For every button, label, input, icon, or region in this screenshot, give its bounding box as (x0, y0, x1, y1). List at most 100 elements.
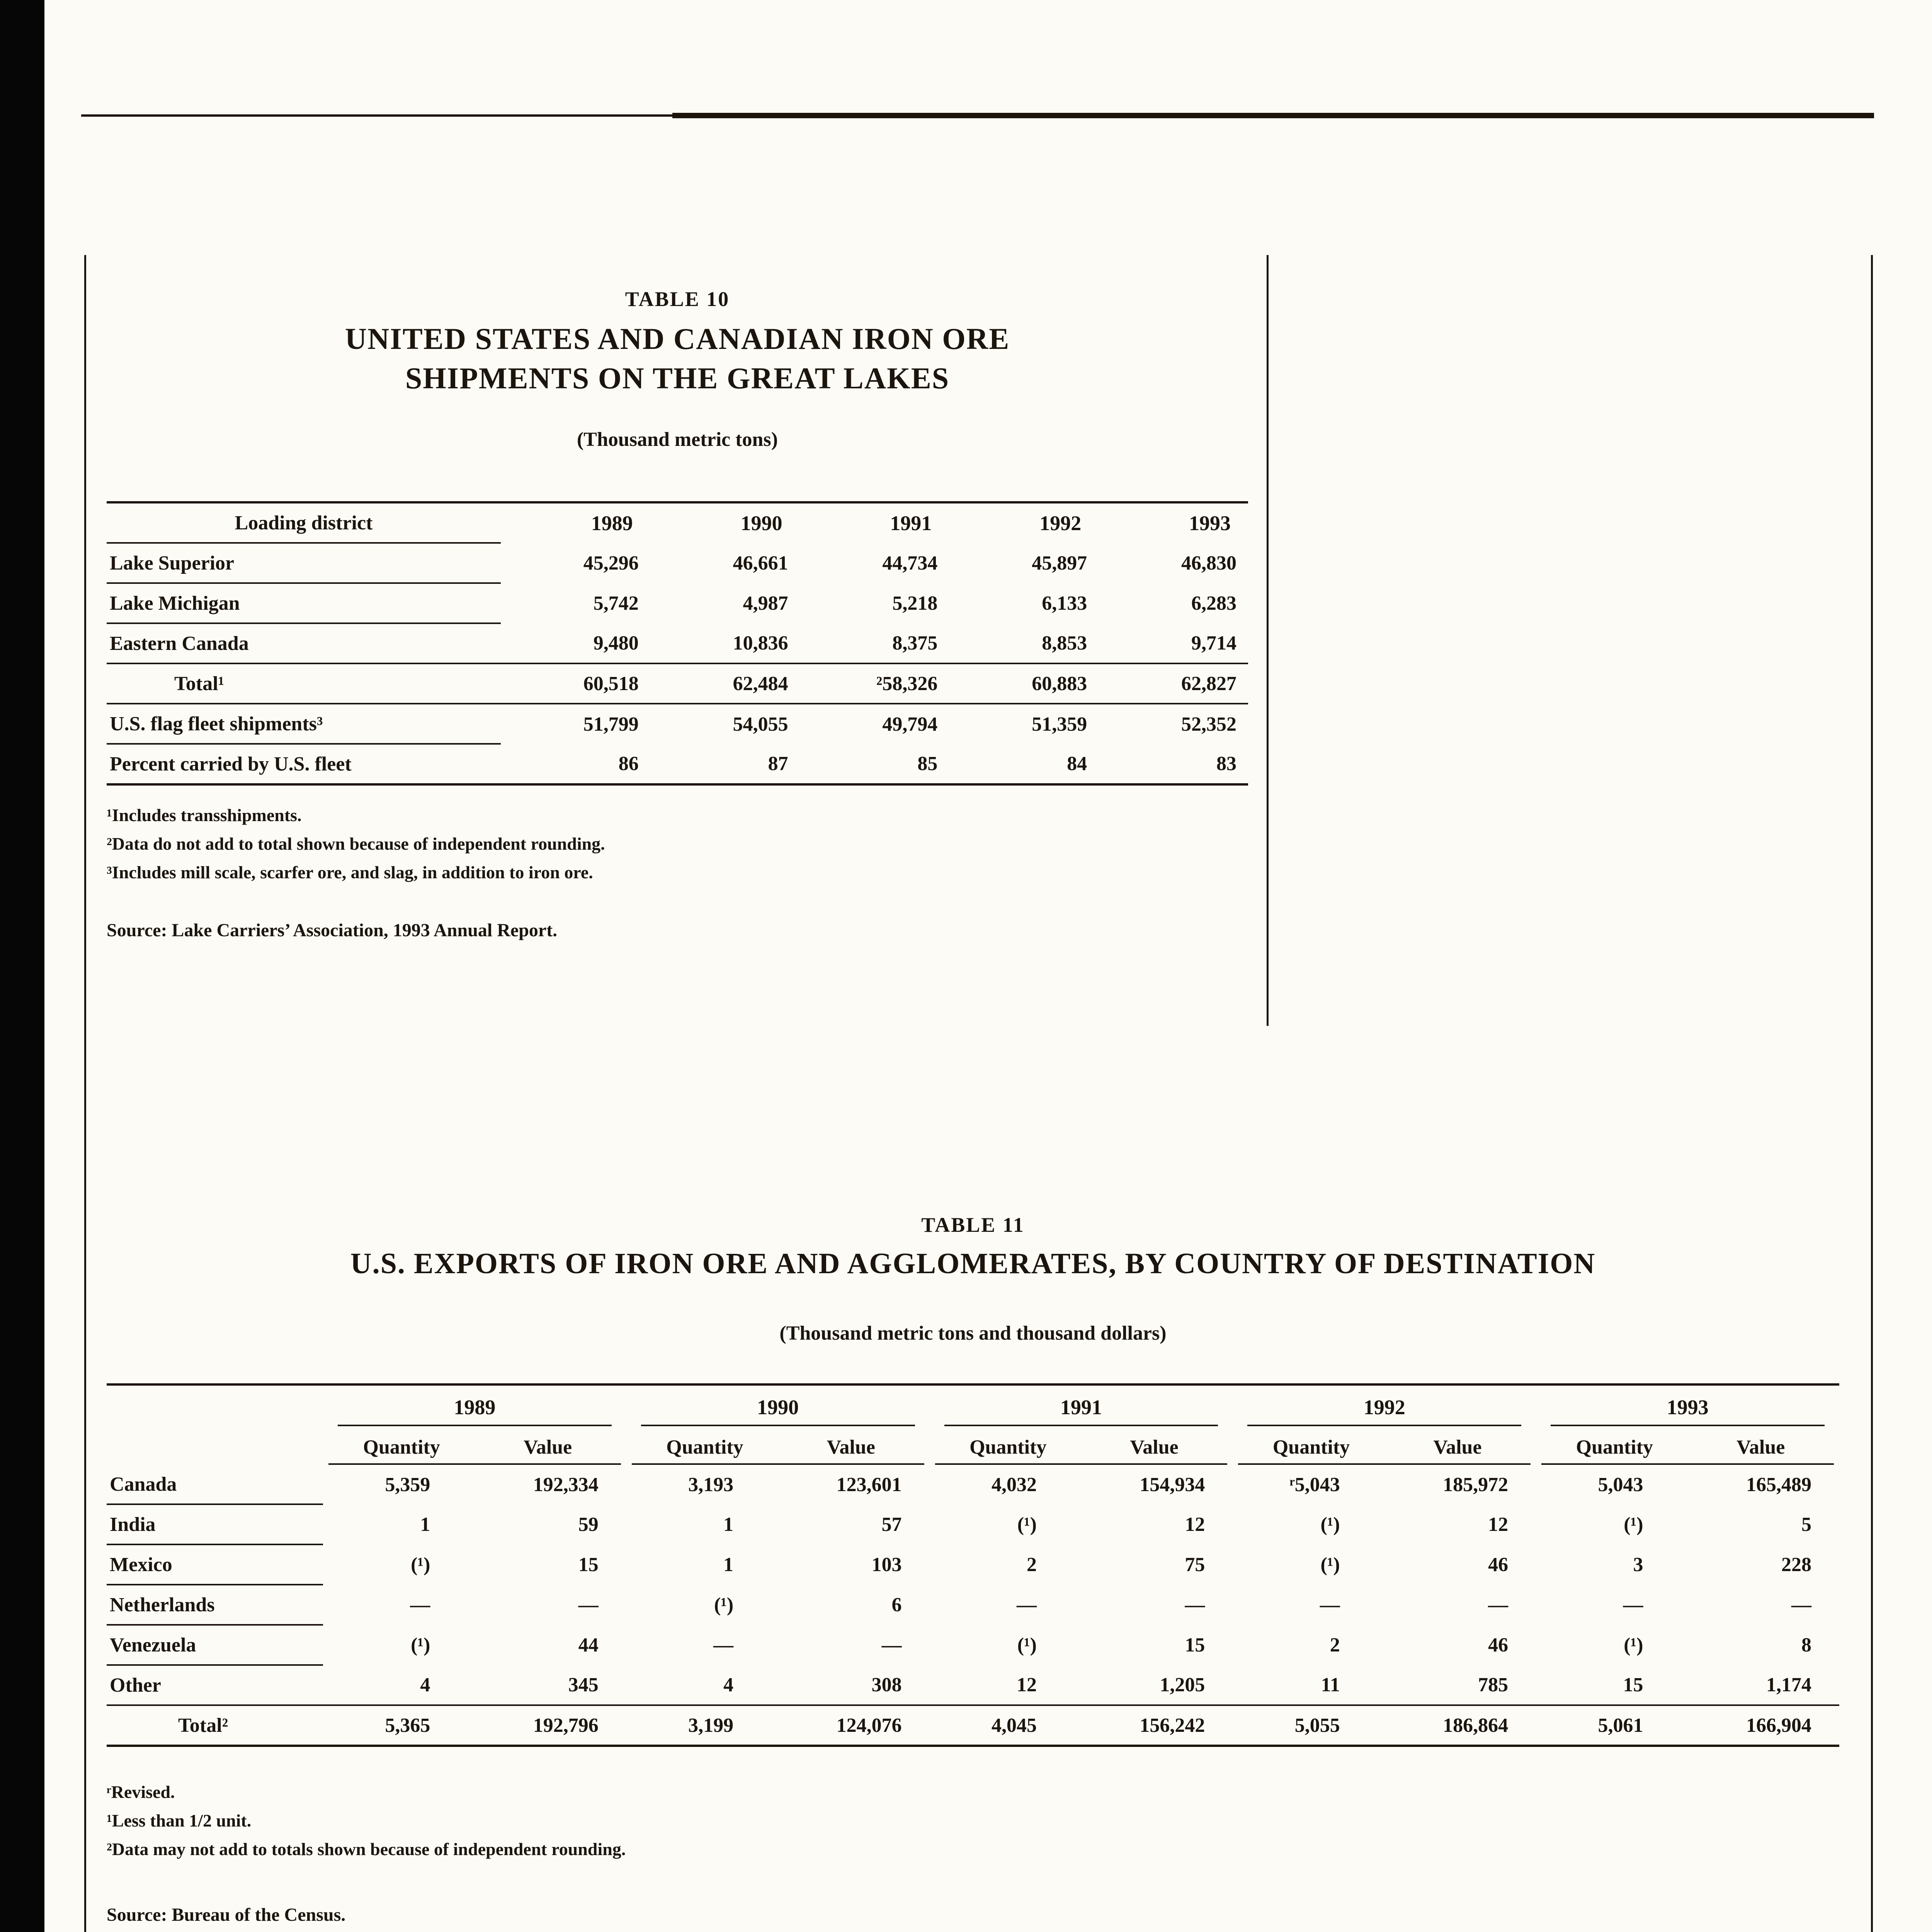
table10-caption: TABLE 10 (625, 287, 730, 311)
table-row-lake-michigan: Lake Michigan 5,742 4,987 5,218 6,133 6,… (107, 583, 1248, 624)
cell: 4,045 (929, 1705, 1081, 1747)
cell: 15 (1185, 1634, 1205, 1656)
cell: 6 (891, 1594, 902, 1616)
cell: 46 (1488, 1634, 1509, 1656)
top-horizontal-rule-thick (672, 113, 1874, 118)
cell: — (1185, 1594, 1205, 1616)
cell: 3 (1633, 1553, 1643, 1576)
table11-footnotes: ʳRevised. ¹Less than 1/2 unit. ²Data may… (107, 1778, 1839, 1864)
cell: 124,076 (778, 1705, 930, 1747)
row-label: Total¹ (107, 663, 501, 704)
stub-header-blank (107, 1384, 323, 1426)
cell: 166,904 (1687, 1705, 1839, 1747)
cell: (¹) (1624, 1513, 1643, 1536)
cell: — (1016, 1594, 1037, 1616)
cell: 785 (1384, 1665, 1536, 1706)
cell: (¹) (1624, 1634, 1643, 1656)
row-label: Lake Superior (107, 543, 501, 584)
table11-subheader-row: Quantity Value Quantity Value Quantity Valu… (107, 1426, 1839, 1465)
quantity-header: Quantity (1272, 1436, 1350, 1458)
row-label: Lake Michigan (107, 583, 501, 624)
cell: 60,883 (949, 663, 1099, 704)
cell: 51,359 (1032, 713, 1087, 735)
cell: 52,352 (1181, 713, 1236, 735)
cell: 10,836 (650, 623, 800, 664)
row-label: Percent carried by U.S. fleet (110, 753, 352, 775)
cell: 8,853 (949, 623, 1099, 664)
table10-section: TABLE 10 UNITED STATES AND CANADIAN IRON… (107, 287, 1248, 941)
table-row-mexico: Mexico (¹) 15 1 103 2 75 (¹) 46 3 228 (107, 1544, 1839, 1585)
col-header-1993: 1993 (1189, 512, 1231, 535)
cell: 59 (578, 1513, 599, 1536)
footnote-1: ¹Includes transshipments. (107, 805, 302, 825)
cell: — (881, 1634, 902, 1656)
cell: (¹) (1320, 1513, 1340, 1536)
table11-title: U.S. EXPORTS OF IRON ORE AND AGGLOMERATE… (350, 1247, 1596, 1280)
cell: 60,518 (501, 663, 650, 704)
table11-source: Source: Bureau of the Census. (107, 1905, 346, 1925)
table-row-canada: Canada 5,359 192,334 3,193 123,601 4,032… (107, 1465, 1839, 1505)
cell: 1 (723, 1513, 734, 1536)
cell: 8 (1801, 1634, 1811, 1656)
table11-year-header-row: 1989 1990 1991 1992 1993 (107, 1384, 1839, 1426)
cell: 6,283 (1191, 592, 1236, 614)
cell: 15 (1536, 1665, 1688, 1706)
cell: (¹) (1320, 1553, 1340, 1576)
cell: (¹) (411, 1634, 430, 1656)
subheader-group: Quantity Value (1536, 1426, 1839, 1465)
col-header-1990: 1990 (740, 512, 782, 535)
table-row-india: India 1 59 1 57 (¹) 12 (¹) 12 (¹) 5 (107, 1504, 1839, 1545)
row-label: Mexico (107, 1544, 323, 1585)
row-label: Venezuela (107, 1625, 323, 1666)
table10-footnotes: ¹Includes transshipments. ²Data do not a… (107, 801, 1248, 887)
cell: 5,365 (323, 1705, 475, 1747)
cell: 2 (1026, 1553, 1037, 1576)
cell: 12 (1488, 1513, 1509, 1536)
cell: 12 (929, 1665, 1081, 1706)
table11: 1989 1990 1991 1992 1993 Quantity Value Q… (107, 1383, 1839, 1747)
cell: 15 (578, 1553, 599, 1576)
cell: — (713, 1634, 734, 1656)
cell: 123,601 (836, 1473, 902, 1496)
cell: 44,734 (882, 552, 938, 574)
year-header-1989: 1989 (338, 1395, 612, 1426)
cell: 54,055 (733, 713, 788, 735)
row-label: Canada (107, 1465, 323, 1505)
table10-units-note: (Thousand metric tons) (577, 429, 778, 451)
table10: Loading district 1989 1990 1991 1992 199… (107, 501, 1248, 786)
value-header: Value (827, 1436, 875, 1458)
scan-edge-artifact (0, 0, 44, 1932)
quantity-header: Quantity (363, 1436, 440, 1458)
cell: 1,205 (1081, 1665, 1233, 1706)
stub-header-blank (107, 1426, 323, 1465)
table-row-total: Total² 5,365 192,796 3,199 124,076 4,045… (107, 1705, 1839, 1747)
cell: 228 (1781, 1553, 1811, 1576)
table-row-other: Other 4 345 4 308 12 1,205 11 785 15 1,1… (107, 1665, 1839, 1706)
cell: 5,359 (385, 1473, 430, 1496)
cell: 4,032 (991, 1473, 1037, 1496)
cell: 4 (323, 1665, 475, 1706)
year-header-1990: 1990 (641, 1395, 915, 1426)
cell: 5 (1801, 1513, 1811, 1536)
cell: 57 (881, 1513, 902, 1536)
cell: 49,794 (882, 713, 938, 735)
year-header-1991: 1991 (944, 1395, 1218, 1426)
cell: 345 (474, 1665, 626, 1706)
cell: (¹) (1017, 1513, 1037, 1536)
cell: 4,987 (743, 592, 788, 614)
cell: ʳ5,043 (1289, 1473, 1340, 1496)
cell: 46,830 (1181, 552, 1236, 574)
quantity-header: Quantity (1576, 1436, 1653, 1458)
cell: 6,133 (1042, 592, 1087, 614)
value-header: Value (1736, 1436, 1785, 1458)
cell: 5,218 (892, 592, 938, 614)
table-row-us-flag-fleet: U.S. flag fleet shipments³ 51,799 54,055… (107, 704, 1248, 745)
table11-caption: TABLE 11 (921, 1213, 1025, 1236)
cell: 9,714 (1099, 623, 1248, 664)
footnote-1: ¹Less than 1/2 unit. (107, 1811, 252, 1830)
table10-source: Source: Lake Carriers’ Association, 1993… (107, 920, 558, 940)
cell: 86 (618, 752, 639, 775)
row-label: Netherlands (107, 1585, 323, 1626)
year-group-1992: 1992 (1233, 1384, 1536, 1426)
subheader-group: Quantity Value (1233, 1426, 1536, 1465)
